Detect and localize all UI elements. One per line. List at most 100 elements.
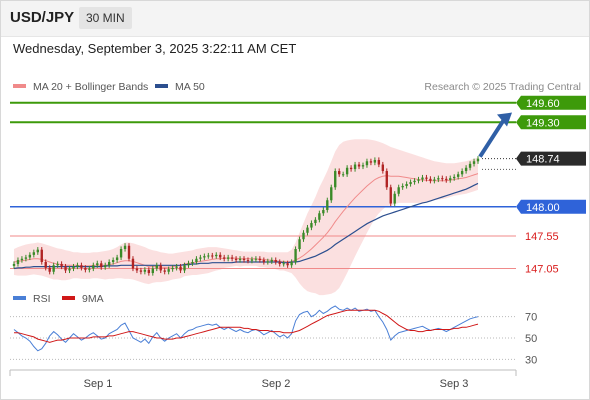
candle-body	[341, 174, 345, 176]
candle-body	[20, 258, 24, 261]
rsi-legend-label: RSI	[33, 293, 51, 305]
candle-body	[119, 249, 123, 258]
candle-body	[322, 210, 325, 214]
candle-body	[111, 260, 115, 263]
candle-body	[64, 266, 67, 271]
candle-body	[445, 178, 448, 181]
candle-body	[421, 177, 424, 180]
legend-label-0: MA 20 + Bollinger Bands	[33, 81, 148, 93]
candle-body	[230, 257, 234, 259]
candle-body	[318, 213, 321, 220]
candle-body	[143, 269, 147, 272]
legend-swatch-0	[13, 84, 26, 88]
candle-body	[397, 187, 400, 194]
ma9-legend-swatch	[62, 296, 75, 300]
candle-body	[464, 167, 468, 172]
candle-body	[246, 260, 250, 262]
candle-body	[175, 266, 178, 268]
candle-body	[238, 258, 242, 261]
rsi-tick-0: 70	[525, 312, 537, 324]
time-axis-label-0: Sep 1	[84, 378, 113, 390]
candle-body	[441, 178, 444, 180]
candle-body	[147, 269, 151, 274]
candle-body	[306, 227, 309, 233]
candle-body	[409, 182, 412, 185]
candles	[12, 156, 480, 276]
candle-body	[48, 267, 51, 272]
candle-body	[369, 161, 373, 163]
level-label-3: 147.55	[525, 231, 559, 243]
candle-body	[226, 257, 230, 259]
candle-body	[302, 232, 305, 240]
candle-body	[286, 263, 289, 266]
level-tag-1	[516, 115, 586, 130]
candle-body	[353, 164, 357, 170]
candle-body	[80, 265, 83, 268]
rsi-legend-swatch	[13, 296, 26, 300]
candle-body	[413, 180, 416, 183]
candle-body	[429, 178, 432, 181]
candle-body	[115, 257, 119, 261]
candle-body	[219, 254, 222, 258]
candle-body	[107, 262, 111, 266]
candle-body	[203, 256, 206, 258]
candle-body	[405, 184, 408, 186]
rsi-tick-1: 50	[525, 333, 537, 345]
candle-body	[282, 263, 285, 265]
credit-text: Research © 2025 Trading Central	[424, 81, 581, 93]
candle-body	[334, 171, 337, 188]
candle-body	[270, 260, 273, 262]
candle-body	[349, 167, 353, 170]
candle-body	[187, 263, 190, 266]
candle-body	[449, 178, 452, 181]
candle-body	[179, 266, 182, 271]
candle-body	[76, 265, 79, 267]
candle-body	[401, 185, 404, 188]
level-label-2: 148.00	[526, 202, 560, 214]
candle-body	[357, 164, 361, 167]
bollinger-band-fill	[14, 139, 478, 296]
candle-body	[290, 262, 293, 266]
price-levels	[10, 101, 516, 270]
last-price-label: 148.74	[526, 154, 560, 166]
candle-body	[425, 177, 428, 179]
candle-body	[123, 245, 127, 250]
candle-body	[104, 265, 107, 268]
candle-body	[131, 258, 135, 269]
candle-body	[135, 268, 139, 271]
candle-body	[36, 249, 39, 253]
level-labels: 149.60 149.30 148.00 147.55 147.05 148.74	[478, 95, 586, 276]
timeframe-badge[interactable]: 30 MIN	[79, 7, 132, 29]
candle-body	[163, 270, 166, 272]
candle-body	[381, 164, 385, 172]
candle-body	[56, 263, 59, 266]
candle-body	[242, 258, 246, 261]
price-legend: MA 20 + Bollinger Bands MA 50	[13, 81, 205, 93]
candle-body	[294, 249, 297, 263]
candle-body	[60, 263, 63, 267]
candle-body	[88, 268, 91, 270]
candle-body	[314, 219, 317, 224]
candle-body	[373, 159, 377, 163]
bollinger-bands	[14, 139, 478, 296]
candle-body	[155, 265, 158, 269]
candle-body	[278, 262, 281, 264]
level-tag-0	[516, 95, 586, 110]
candle-body	[433, 179, 436, 181]
candle-body	[84, 267, 87, 270]
candle-body	[437, 178, 440, 180]
candle-body	[222, 257, 226, 259]
candle-body	[258, 258, 262, 261]
level-label-0: 149.60	[526, 98, 560, 110]
candle-body	[183, 265, 186, 271]
candle-body	[52, 265, 55, 272]
candle-body	[361, 165, 365, 167]
candle-body	[92, 265, 95, 269]
candle-body	[44, 262, 47, 268]
candle-body	[254, 258, 258, 260]
last-price-tag	[516, 151, 586, 166]
ma9-line	[14, 309, 479, 343]
symbol-title: USD/JPY	[10, 9, 75, 26]
candle-body	[365, 161, 369, 166]
